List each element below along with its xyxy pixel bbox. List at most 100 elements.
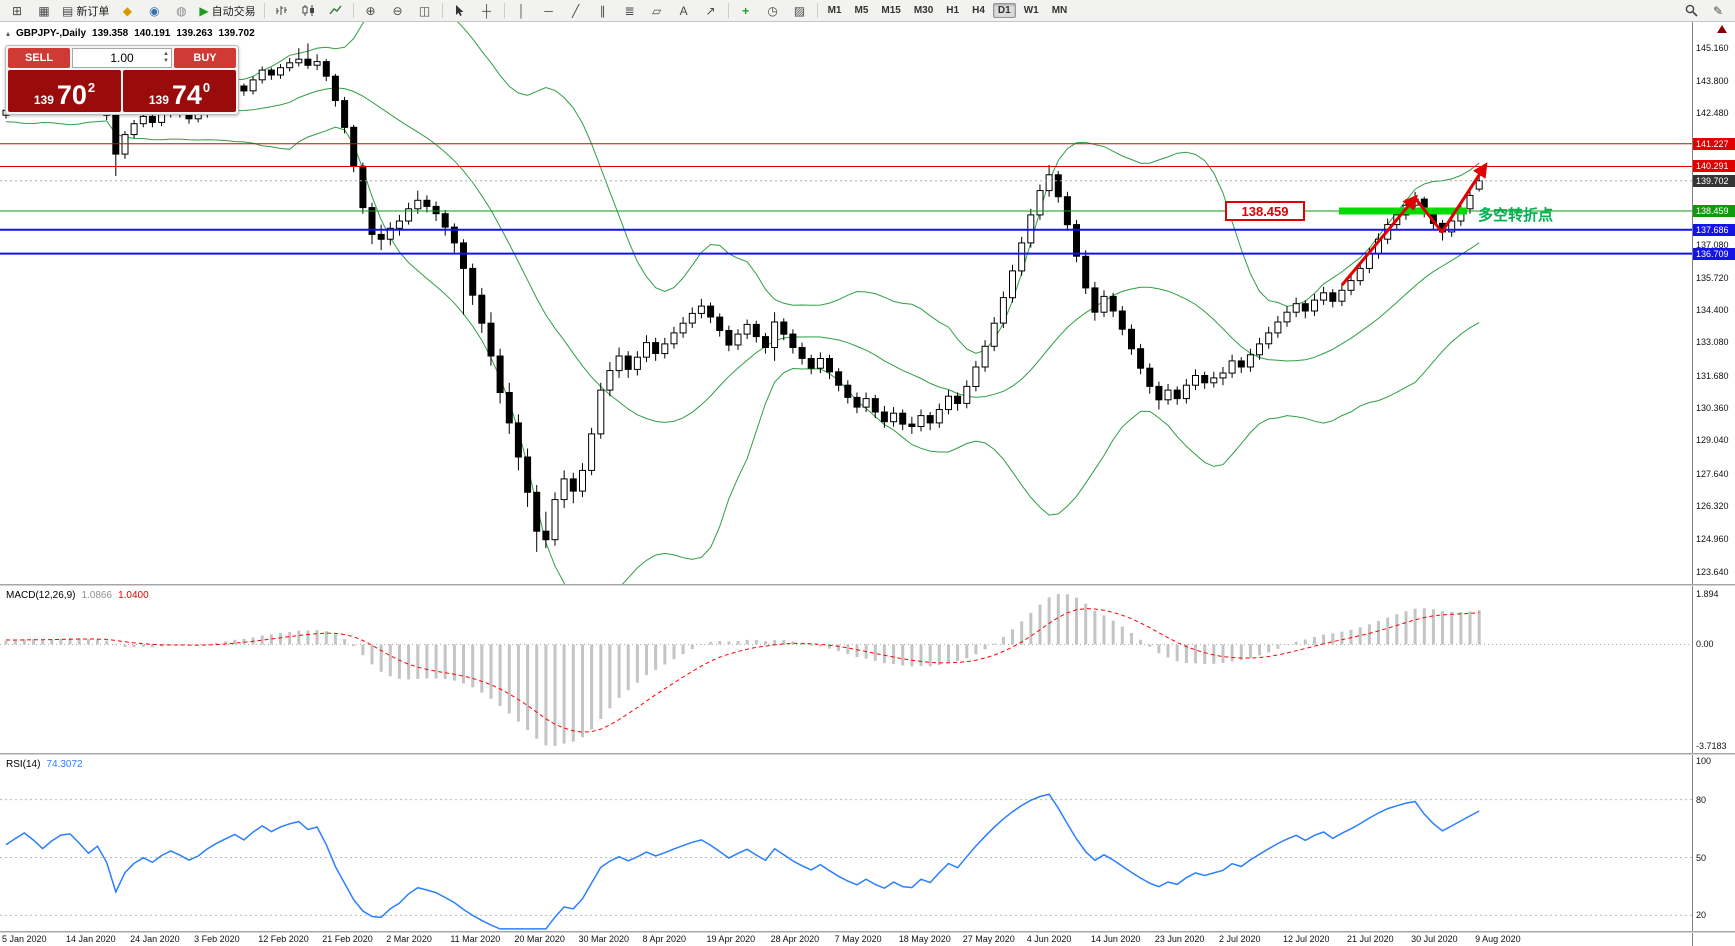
profiles-icon[interactable]: ▦ [38,3,50,18]
timeframe-button-m15[interactable]: M15 [881,5,901,16]
symbol-ohlc-info: ▴ GBPJPY-,Daily 139.358 140.191 139.263 … [6,28,255,39]
macd-label: MACD(12,26,9) 1.0866 1.0400 [6,590,149,601]
equidistant-channel-icon[interactable]: ∥ [599,3,606,18]
rsi-axis-label: 80 [1696,794,1707,805]
search-icon[interactable] [1678,1,1704,21]
rsi-axis-label: 20 [1696,910,1707,921]
timeframe-button-w1[interactable]: W1 [1023,5,1039,16]
date-label: 9 Aug 2020 [1475,934,1521,944]
shapes-icon[interactable]: ▱ [651,3,662,18]
rsi-canvas[interactable] [0,755,1692,931]
macd-axis-zero: 0.00 [1696,639,1714,650]
help-icon[interactable]: ◍ [176,3,187,18]
alerts-icon[interactable]: ◆ [122,3,132,18]
autotrading-button[interactable]: ▶ 自动交易 [199,3,256,18]
price-tag: 141.227 [1693,137,1735,150]
toolbar-separator [816,3,818,18]
rsi-axis-label: 100 [1696,756,1712,766]
ohlc-low: 139.263 [176,28,213,39]
horizontal-line-icon[interactable]: ─ [544,3,553,18]
crosshair-icon[interactable]: ┼ [482,3,491,18]
date-label: 28 Apr 2020 [770,934,820,944]
buy-button[interactable]: BUY [174,48,236,68]
price-axis-label: 137.080 [1696,239,1729,250]
trendline-icon[interactable]: ╱ [571,3,580,18]
rsi-axis-label: 50 [1696,852,1707,863]
price-tag: 137.686 [1693,223,1735,236]
date-label: 30 Mar 2020 [578,934,629,944]
ohlc-open: 139.358 [92,28,129,39]
edit-icon[interactable]: ✎ [1712,3,1724,18]
bars-chart-icon[interactable] [269,1,295,21]
price-axis-label: 124.960 [1696,534,1729,545]
tile-windows-icon[interactable]: ◫ [418,3,431,18]
rsi-indicator-panel[interactable]: RSI(14) 74.3072 [0,755,1692,931]
rsi-label: RSI(14) 74.3072 [6,759,83,770]
line-chart-icon[interactable] [323,1,349,21]
volume-increase-icon[interactable]: ▲ [163,51,169,57]
price-axis-label: 145.160 [1696,43,1729,53]
bid-price-button[interactable]: 139 70 2 [8,70,121,112]
toolbar-separator [352,3,354,18]
one-click-collapse-icon[interactable]: ▴ [6,29,11,38]
ohlc-high: 140.191 [134,28,171,39]
timeframe-button-d1[interactable]: D1 [992,3,1016,18]
symbol-title: GBPJPY-,Daily [16,28,87,39]
fibonacci-icon[interactable]: ≣ [624,3,635,18]
new-order-button[interactable]: ▤ 新订单 [62,3,110,18]
arrows-icon[interactable]: ↗ [705,3,716,18]
price-tag: 140.291 [1693,160,1735,173]
cursor-icon[interactable] [447,1,473,21]
chart-scroll-marker-icon[interactable] [1717,25,1727,33]
timeframe-button-mn[interactable]: MN [1051,5,1068,16]
templates-icon[interactable]: ▨ [793,3,806,18]
text-icon[interactable]: A [679,3,688,18]
price-chart-panel[interactable]: ▴ GBPJPY-,Daily 139.358 140.191 139.263 … [0,22,1692,584]
macd-axis-max: 1.894 [1696,589,1719,599]
ask-price-button[interactable]: 139 74 0 [123,70,236,112]
toolbar-separator [441,3,443,18]
candles-chart-icon[interactable] [296,1,322,21]
timeframe-button-h1[interactable]: H1 [946,5,960,16]
price-chart-canvas[interactable] [0,22,1692,584]
bid-big-digits: 70 [56,80,87,110]
macd-axis-min: -3.7183 [1696,741,1727,751]
toolbar-separator [727,3,729,18]
price-axis-label: 123.640 [1696,566,1729,577]
volume-decrease-icon[interactable]: ▼ [163,58,169,64]
price-tag: 139.702 [1693,174,1735,187]
date-label: 3 Feb 2020 [194,934,240,944]
indicators-icon[interactable]: + [742,3,750,18]
volume-input[interactable]: 1.00 ▲ ▼ [72,48,172,68]
date-label: 11 Mar 2020 [450,934,501,944]
sell-button[interactable]: SELL [8,48,70,68]
date-label: 2 Jul 2020 [1218,934,1261,944]
price-level-annotation-box: 138.459 [1225,201,1305,221]
timeframe-button-m5[interactable]: M5 [854,5,869,16]
ask-sup-digit: 0 [202,80,211,95]
mql-community-icon[interactable]: ◉ [149,3,160,18]
macd-canvas[interactable] [0,586,1692,753]
toolbar-separator [263,3,265,18]
new-chart-icon[interactable]: ⊞ [11,3,23,18]
macd-signal-value: 1.0400 [118,590,149,601]
rsi-panel-splitter[interactable] [0,753,1735,755]
timeframe-button-m1[interactable]: M1 [827,5,842,16]
price-axis[interactable]: 145.160 143.800 142.480 137.080 135.720 134.4… [1692,22,1735,946]
date-label: 2 Mar 2020 [386,934,432,944]
ask-prefix: 139 [148,93,169,107]
date-label: 21 Feb 2020 [322,934,373,944]
zoom-in-icon[interactable]: ⊕ [365,3,376,18]
volume-value: 1.00 [110,51,134,65]
macd-indicator-panel[interactable]: MACD(12,26,9) 1.0866 1.0400 [0,586,1692,753]
date-label: 12 Feb 2020 [258,934,309,944]
date-label: 7 May 2020 [834,934,882,944]
macd-panel-splitter[interactable] [0,584,1735,586]
timeframe-button-h4[interactable]: H4 [972,5,985,16]
periods-icon[interactable]: ◷ [767,3,778,18]
zoom-out-icon[interactable]: ⊖ [392,3,403,18]
price-axis-label: 135.720 [1696,272,1729,283]
vertical-line-icon[interactable]: │ [517,3,526,18]
bid-sup-digit: 2 [87,80,96,95]
timeframe-button-m30[interactable]: M30 [913,5,934,16]
